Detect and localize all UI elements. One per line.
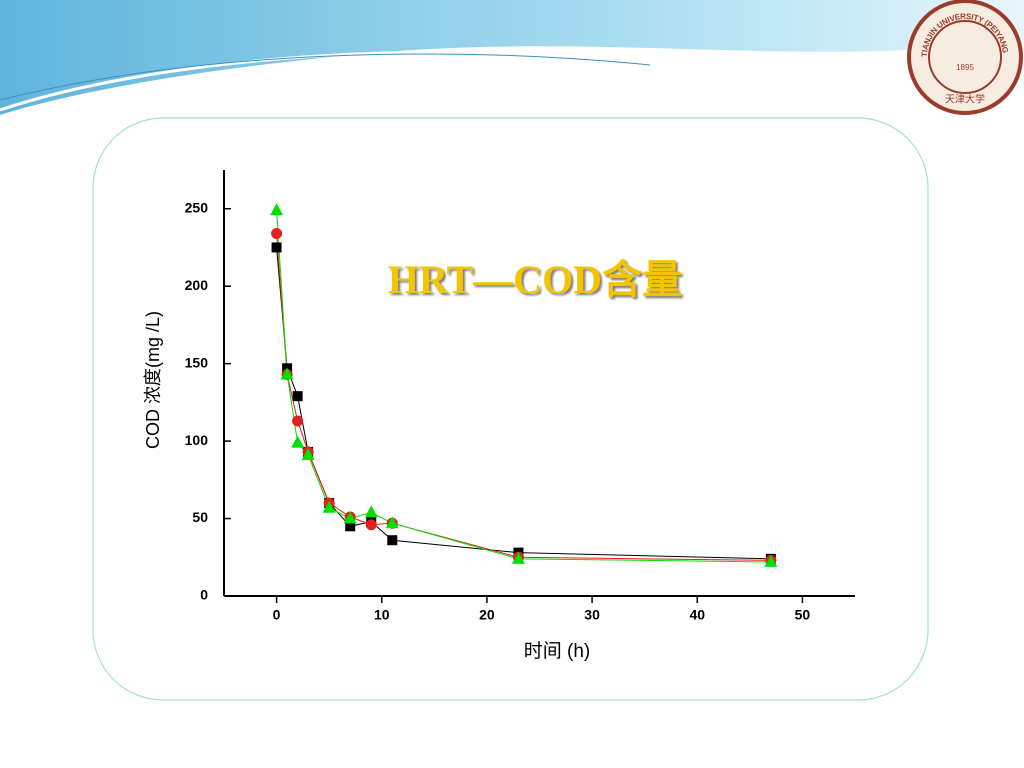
square-marker [271, 242, 282, 253]
triangle-marker [291, 435, 305, 448]
circle-marker [271, 228, 283, 240]
triangle-marker [322, 500, 336, 513]
y-tick-label: 0 [200, 587, 208, 603]
wave-line [0, 48, 1024, 112]
logo-year: 1895 [956, 63, 974, 72]
series-line [276, 210, 771, 563]
triangle-marker [385, 516, 399, 529]
square-marker [345, 521, 356, 532]
triangle-marker [343, 511, 357, 524]
header-wave [0, 0, 1024, 115]
triangle-marker [270, 203, 284, 216]
triangle-marker [764, 554, 778, 567]
x-tick-label: 50 [795, 607, 811, 623]
series-line [276, 233, 771, 561]
x-tick-label: 20 [479, 607, 495, 623]
y-tick-label: 250 [185, 199, 209, 215]
triangle-marker [364, 505, 378, 518]
y-axis-label: COD 浓度(mg /L) [143, 311, 163, 449]
triangle-marker [511, 551, 525, 564]
circle-marker [365, 519, 377, 531]
wave-line [0, 53, 651, 101]
square-marker [387, 535, 398, 546]
y-tick-label: 150 [185, 354, 209, 370]
x-tick-label: 30 [584, 607, 600, 623]
y-tick-label: 200 [185, 277, 209, 293]
x-tick-label: 0 [273, 607, 281, 623]
y-tick-label: 50 [192, 509, 208, 525]
circle-marker [292, 415, 304, 427]
logo-name: 天津大学 [945, 93, 985, 106]
content-frame [92, 117, 929, 701]
chart-title: HRT—COD含量 [388, 257, 682, 302]
series-line [276, 247, 771, 560]
x-tick-label: 10 [374, 607, 390, 623]
triangle-marker [280, 367, 294, 380]
square-marker [292, 391, 303, 402]
x-axis-label: 时间 (h) [524, 640, 591, 662]
x-tick-label: 40 [689, 607, 705, 623]
y-tick-label: 100 [185, 432, 209, 448]
triangle-marker [301, 448, 315, 461]
